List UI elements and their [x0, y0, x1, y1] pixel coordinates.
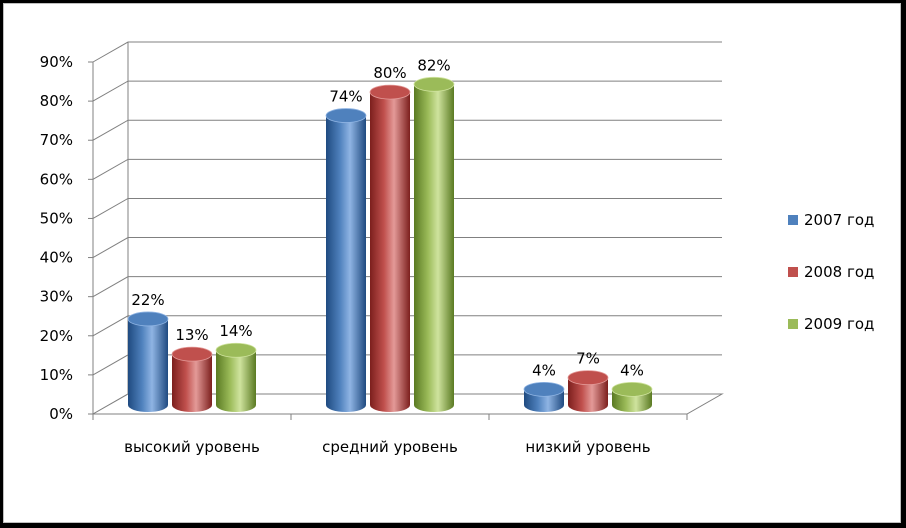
bar-top: [413, 76, 455, 92]
data-label: 22%: [131, 291, 164, 309]
data-label: 4%: [620, 361, 644, 379]
data-label: 14%: [219, 322, 252, 340]
x-tick-label: средний уровень: [322, 438, 458, 456]
x-axis-ticks: высокий уровень средний уровень низкий уро…: [92, 414, 688, 456]
legend-swatch-2008: [788, 267, 798, 277]
data-labels: 22% 13% 14% 74% 80% 82% 4% 7% 4%: [131, 56, 644, 379]
data-label: 74%: [329, 88, 362, 106]
bar-top: [215, 342, 257, 358]
bar-top: [567, 370, 609, 386]
data-label: 82%: [417, 56, 450, 74]
gridline: [92, 41, 722, 63]
bar-2-0: [523, 381, 565, 412]
bar-top: [611, 381, 653, 397]
data-label: 7%: [576, 350, 600, 368]
gridline: [92, 315, 722, 337]
bar-body: [414, 84, 454, 413]
y-tick-label: 10%: [40, 366, 73, 384]
data-label: 13%: [175, 326, 208, 344]
bar-body: [326, 115, 366, 413]
bar-0-1: [171, 346, 213, 412]
data-label: 4%: [532, 361, 556, 379]
y-tick-label: 80%: [40, 92, 73, 110]
bar-body: [172, 354, 212, 412]
bar-0-2: [215, 342, 257, 412]
gridline: [92, 158, 722, 180]
bar-0-0: [127, 311, 169, 412]
legend-label-2007: 2007 год: [804, 211, 875, 229]
bar-top: [127, 311, 169, 327]
y-tick-label: 20%: [40, 327, 73, 345]
bar-top: [523, 381, 565, 397]
x-tick-label: низкий уровень: [525, 438, 650, 456]
bars: [127, 76, 653, 413]
y-tick-label: 50%: [40, 209, 73, 227]
bar-2-2: [611, 381, 653, 412]
legend: 2007 год 2008 год 2009 год: [788, 210, 874, 366]
bar-2-1: [567, 370, 609, 412]
gridline: [92, 237, 722, 258]
bar-body: [370, 92, 410, 412]
chart-panel: 0% 10% 20% 30% 40% 50% 60% 70% 80% 90% 22% 13% 14% 7…: [3, 3, 901, 523]
bar-top: [171, 346, 213, 362]
bar-1-1: [369, 84, 411, 412]
y-tick-label: 90%: [40, 53, 73, 71]
legend-item-2007: 2007 год: [788, 210, 874, 230]
bar-body: [128, 318, 168, 412]
legend-label-2009: 2009 год: [804, 315, 875, 333]
gridline: [92, 276, 722, 298]
x-tick-label: высокий уровень: [124, 438, 260, 456]
gridline: [92, 197, 722, 219]
bar-top: [325, 108, 367, 123]
bar-1-2: [413, 76, 455, 413]
gridline: [92, 119, 722, 141]
legend-item-2008: 2008 год: [788, 262, 874, 282]
y-tick-label: 0%: [49, 405, 73, 423]
legend-swatch-2009: [788, 319, 798, 329]
bar-body: [568, 377, 608, 412]
bar-body: [216, 350, 256, 412]
y-tick-label: 60%: [40, 170, 73, 188]
bar-top: [369, 84, 411, 100]
y-tick-label: 70%: [40, 131, 73, 149]
y-axis-ticks: 0% 10% 20% 30% 40% 50% 60% 70% 80% 90%: [40, 53, 93, 423]
chart-svg: 0% 10% 20% 30% 40% 50% 60% 70% 80% 90% 22% 13% 14% 7…: [40, 41, 724, 456]
y-tick-label: 40%: [40, 249, 73, 267]
y-tick-label: 30%: [40, 288, 73, 306]
gridline: [92, 80, 722, 102]
legend-label-2008: 2008 год: [804, 263, 875, 281]
bar-1-0: [325, 108, 367, 413]
legend-swatch-2007: [788, 215, 798, 225]
data-label: 80%: [373, 64, 406, 82]
legend-item-2009: 2009 год: [788, 314, 874, 334]
